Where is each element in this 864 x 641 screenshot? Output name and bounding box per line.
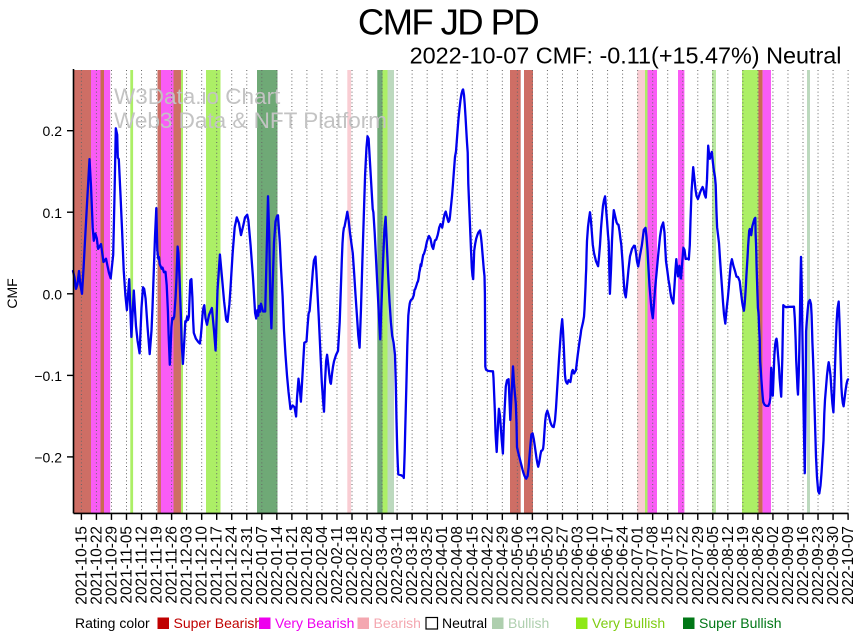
svg-text:2022-05-27: 2022-05-27 [554, 526, 571, 605]
svg-text:Super Bullish: Super Bullish [699, 615, 782, 631]
svg-text:2022-06-10: 2022-06-10 [585, 526, 602, 605]
svg-text:2022-10-07 CMF: -0.11(+15.47%): 2022-10-07 CMF: -0.11(+15.47%) Neutral [410, 43, 842, 69]
svg-text:2021-11-26: 2021-11-26 [164, 526, 181, 604]
svg-text:2022-08-12: 2022-08-12 [720, 526, 737, 605]
svg-text:Neutral: Neutral [442, 615, 487, 631]
svg-text:Rating color: Rating color [75, 615, 150, 631]
svg-text:CMF: CMF [4, 278, 20, 308]
svg-text:2022-01-28: 2022-01-28 [299, 526, 316, 605]
svg-text:2021-10-22: 2021-10-22 [88, 526, 105, 605]
svg-text:2022-05-20: 2022-05-20 [539, 526, 556, 605]
svg-text:2021-11-12: 2021-11-12 [134, 526, 151, 604]
svg-text:2022-04-22: 2022-04-22 [479, 526, 496, 605]
svg-text:Web3 Data & NFT Platform: Web3 Data & NFT Platform [114, 108, 387, 133]
svg-text:2022-10-07: 2022-10-07 [840, 526, 857, 605]
svg-text:2022-09-30: 2022-09-30 [825, 526, 842, 605]
svg-text:2022-03-11: 2022-03-11 [389, 526, 406, 604]
svg-text:2022-09-02: 2022-09-02 [765, 526, 782, 605]
svg-text:2022-03-18: 2022-03-18 [404, 526, 421, 605]
svg-text:2022-01-07: 2022-01-07 [254, 526, 271, 605]
svg-text:Super Bearish: Super Bearish [174, 615, 263, 631]
svg-text:2021-12-17: 2021-12-17 [209, 526, 226, 605]
svg-text:2022-04-15: 2022-04-15 [464, 526, 481, 605]
svg-text:2021-11-05: 2021-11-05 [119, 526, 136, 604]
svg-text:2022-08-19: 2022-08-19 [735, 526, 752, 605]
svg-text:Bearish: Bearish [374, 615, 421, 631]
svg-text:Bullish: Bullish [508, 615, 549, 631]
svg-text:2021-12-03: 2021-12-03 [179, 526, 196, 605]
svg-text:2022-06-24: 2022-06-24 [615, 526, 632, 605]
svg-text:2022-03-25: 2022-03-25 [419, 526, 436, 605]
svg-text:2021-11-19: 2021-11-19 [149, 526, 166, 604]
svg-text:2022-01-14: 2022-01-14 [269, 526, 286, 605]
svg-text:2022-07-01: 2022-07-01 [630, 526, 647, 605]
svg-text:−0.1: −0.1 [34, 368, 62, 384]
svg-text:2022-03-04: 2022-03-04 [374, 526, 391, 605]
svg-text:2022-02-04: 2022-02-04 [314, 526, 331, 605]
svg-text:2022-02-18: 2022-02-18 [344, 526, 361, 605]
svg-text:2022-04-08: 2022-04-08 [449, 526, 466, 605]
svg-text:2022-01-21: 2022-01-21 [284, 526, 301, 605]
svg-text:2021-12-10: 2021-12-10 [194, 526, 211, 605]
svg-text:0.0: 0.0 [43, 286, 63, 302]
svg-text:W3Data.io Chart: W3Data.io Chart [114, 84, 281, 109]
svg-text:2021-12-24: 2021-12-24 [224, 526, 241, 605]
svg-text:−0.2: −0.2 [34, 449, 62, 465]
svg-text:2022-07-15: 2022-07-15 [660, 526, 677, 605]
svg-text:2022-09-23: 2022-09-23 [810, 526, 827, 605]
svg-text:2022-06-17: 2022-06-17 [600, 526, 617, 605]
svg-text:2022-06-03: 2022-06-03 [570, 526, 587, 605]
svg-text:2022-02-25: 2022-02-25 [359, 526, 376, 605]
svg-text:2022-04-01: 2022-04-01 [434, 526, 451, 605]
svg-text:2022-07-29: 2022-07-29 [690, 526, 707, 605]
svg-text:2022-07-08: 2022-07-08 [645, 526, 662, 605]
svg-text:2022-08-26: 2022-08-26 [750, 526, 767, 605]
svg-text:2022-02-11: 2022-02-11 [329, 526, 346, 604]
svg-text:0.1: 0.1 [43, 205, 63, 221]
svg-text:CMF JD PD: CMF JD PD [358, 2, 538, 43]
svg-text:2021-10-29: 2021-10-29 [103, 526, 120, 605]
svg-text:2021-10-15: 2021-10-15 [73, 526, 90, 605]
svg-text:2022-05-06: 2022-05-06 [509, 526, 526, 605]
svg-text:0.2: 0.2 [43, 123, 63, 139]
svg-text:2021-12-31: 2021-12-31 [239, 526, 256, 605]
svg-text:2022-05-13: 2022-05-13 [524, 526, 541, 605]
svg-text:2022-04-29: 2022-04-29 [494, 526, 511, 605]
svg-text:Very Bullish: Very Bullish [592, 615, 665, 631]
svg-text:2022-07-22: 2022-07-22 [675, 526, 692, 605]
svg-text:Very Bearish: Very Bearish [275, 615, 354, 631]
svg-text:2022-09-09: 2022-09-09 [780, 526, 797, 605]
svg-text:2022-08-05: 2022-08-05 [705, 526, 722, 605]
svg-text:2022-09-16: 2022-09-16 [795, 526, 812, 605]
